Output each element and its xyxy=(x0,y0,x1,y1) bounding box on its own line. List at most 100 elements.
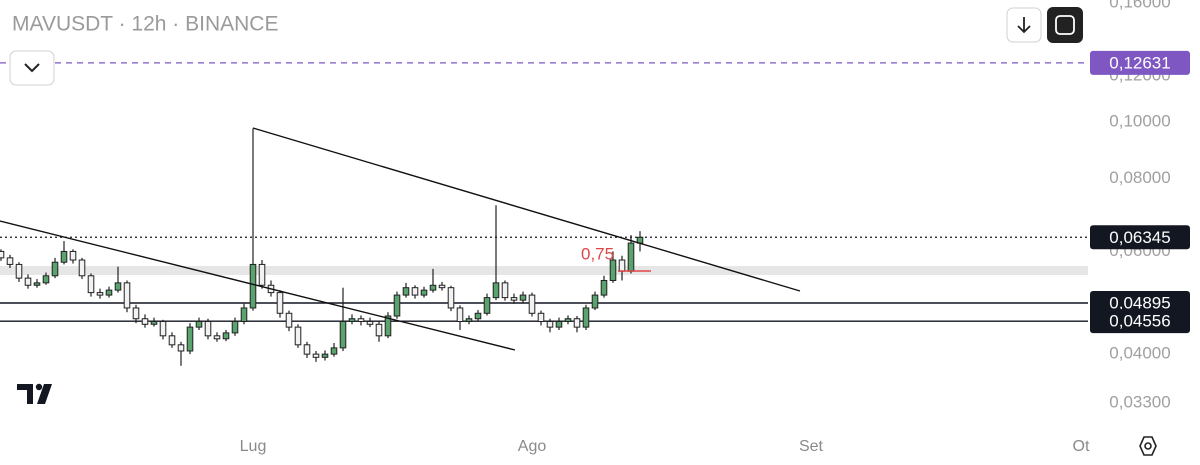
candle-body xyxy=(231,321,239,334)
price-label: 0,06345 xyxy=(1109,228,1170,247)
zone-band xyxy=(0,266,1088,275)
candle-body xyxy=(123,282,131,309)
download-button[interactable] xyxy=(1006,7,1042,43)
fullscreen-button[interactable] xyxy=(1047,7,1083,43)
candle-body xyxy=(483,297,491,314)
logo-part xyxy=(17,384,33,404)
candle-body xyxy=(276,292,284,314)
button-frame[interactable] xyxy=(1047,7,1083,43)
candle-body xyxy=(312,353,320,358)
price-label: 0,12631 xyxy=(1109,53,1170,72)
trend-line xyxy=(252,127,801,292)
candle-body xyxy=(609,259,617,281)
price-label-box xyxy=(1090,290,1190,315)
y-tick-label: 0,03300 xyxy=(1109,392,1170,411)
candle-body xyxy=(546,321,554,328)
candle-body xyxy=(6,257,14,265)
button-frame[interactable] xyxy=(9,50,55,86)
candle-body xyxy=(150,321,158,325)
candle-body xyxy=(411,287,419,296)
tv-logo xyxy=(17,383,52,404)
trend-line xyxy=(0,220,516,351)
candle-body xyxy=(321,353,329,358)
arrow-icon xyxy=(1017,17,1031,34)
candle-body xyxy=(222,332,230,340)
candle-body xyxy=(492,282,500,299)
candle-body xyxy=(474,312,482,320)
price-label: 0,04895 xyxy=(1109,293,1170,312)
candle-body xyxy=(555,321,563,328)
candle-body xyxy=(339,321,347,349)
candle-body xyxy=(510,297,518,301)
candle-body xyxy=(87,275,95,294)
chevron-icon xyxy=(24,63,40,73)
candle-body xyxy=(105,289,113,296)
collapse-button[interactable] xyxy=(9,50,55,86)
candle-body xyxy=(78,259,86,277)
logo-part xyxy=(37,384,52,404)
candles xyxy=(0,128,644,366)
candle-body xyxy=(429,284,437,291)
fib-label: 0,75 xyxy=(581,244,614,263)
gear-icon[interactable] xyxy=(1139,436,1157,456)
candle-body xyxy=(159,321,167,337)
candle-body xyxy=(366,321,374,325)
price-label-box xyxy=(1090,309,1190,334)
candle-body xyxy=(132,307,140,320)
candle-body xyxy=(15,263,23,279)
candle-body xyxy=(42,275,50,284)
price-label: 0,04556 xyxy=(1109,312,1170,331)
candle-body xyxy=(24,277,32,286)
price-label-box xyxy=(1090,50,1190,75)
y-tick-label: 0,10000 xyxy=(1109,112,1170,131)
settings-button[interactable] xyxy=(1139,436,1157,456)
x-tick-label: Ago xyxy=(518,438,547,455)
candle-body xyxy=(528,294,536,314)
candle-body xyxy=(204,321,212,337)
gear-hole xyxy=(1144,442,1152,450)
candle-body xyxy=(384,315,392,337)
candle-body xyxy=(249,263,257,309)
candle-body xyxy=(294,326,302,346)
candle-body xyxy=(60,250,68,263)
candle-body xyxy=(420,289,428,296)
candle-body xyxy=(393,294,401,317)
candle-body xyxy=(69,250,77,261)
x-tick-label: Ot xyxy=(1073,438,1090,455)
candle-body xyxy=(519,294,527,301)
candle-body xyxy=(96,292,104,296)
candle-body xyxy=(465,318,473,323)
candle-body xyxy=(357,318,365,323)
symbol-legend: MAVUSDT · 12h · BINANCE xyxy=(12,13,278,36)
y-tick-label: 0,08000 xyxy=(1109,168,1170,187)
candle-body xyxy=(447,287,455,309)
candle-body xyxy=(213,335,221,340)
candle-body xyxy=(627,242,635,272)
candle-body xyxy=(195,321,203,328)
candle-body xyxy=(564,318,572,323)
candle-body xyxy=(33,282,41,286)
y-tick-label: 0,04000 xyxy=(1109,344,1170,363)
y-tick-label: 0,16000 xyxy=(1109,0,1170,11)
candle-body xyxy=(573,318,581,328)
x-tick-label: Lug xyxy=(240,438,267,455)
logo-part xyxy=(35,383,43,391)
candle-body xyxy=(114,282,122,291)
candle-body xyxy=(330,347,338,355)
candle-body xyxy=(618,259,626,272)
candle-body xyxy=(303,344,311,355)
candle-body xyxy=(501,282,509,299)
candle-body xyxy=(348,318,356,323)
candle-body xyxy=(582,307,590,328)
candle-body xyxy=(375,323,383,337)
candle-body xyxy=(141,318,149,325)
candle-body xyxy=(456,307,464,323)
price-label-box xyxy=(1090,225,1190,250)
candle-body xyxy=(537,312,545,323)
candle-body xyxy=(402,287,410,296)
candle-body xyxy=(438,284,446,289)
candle-body xyxy=(168,335,176,346)
